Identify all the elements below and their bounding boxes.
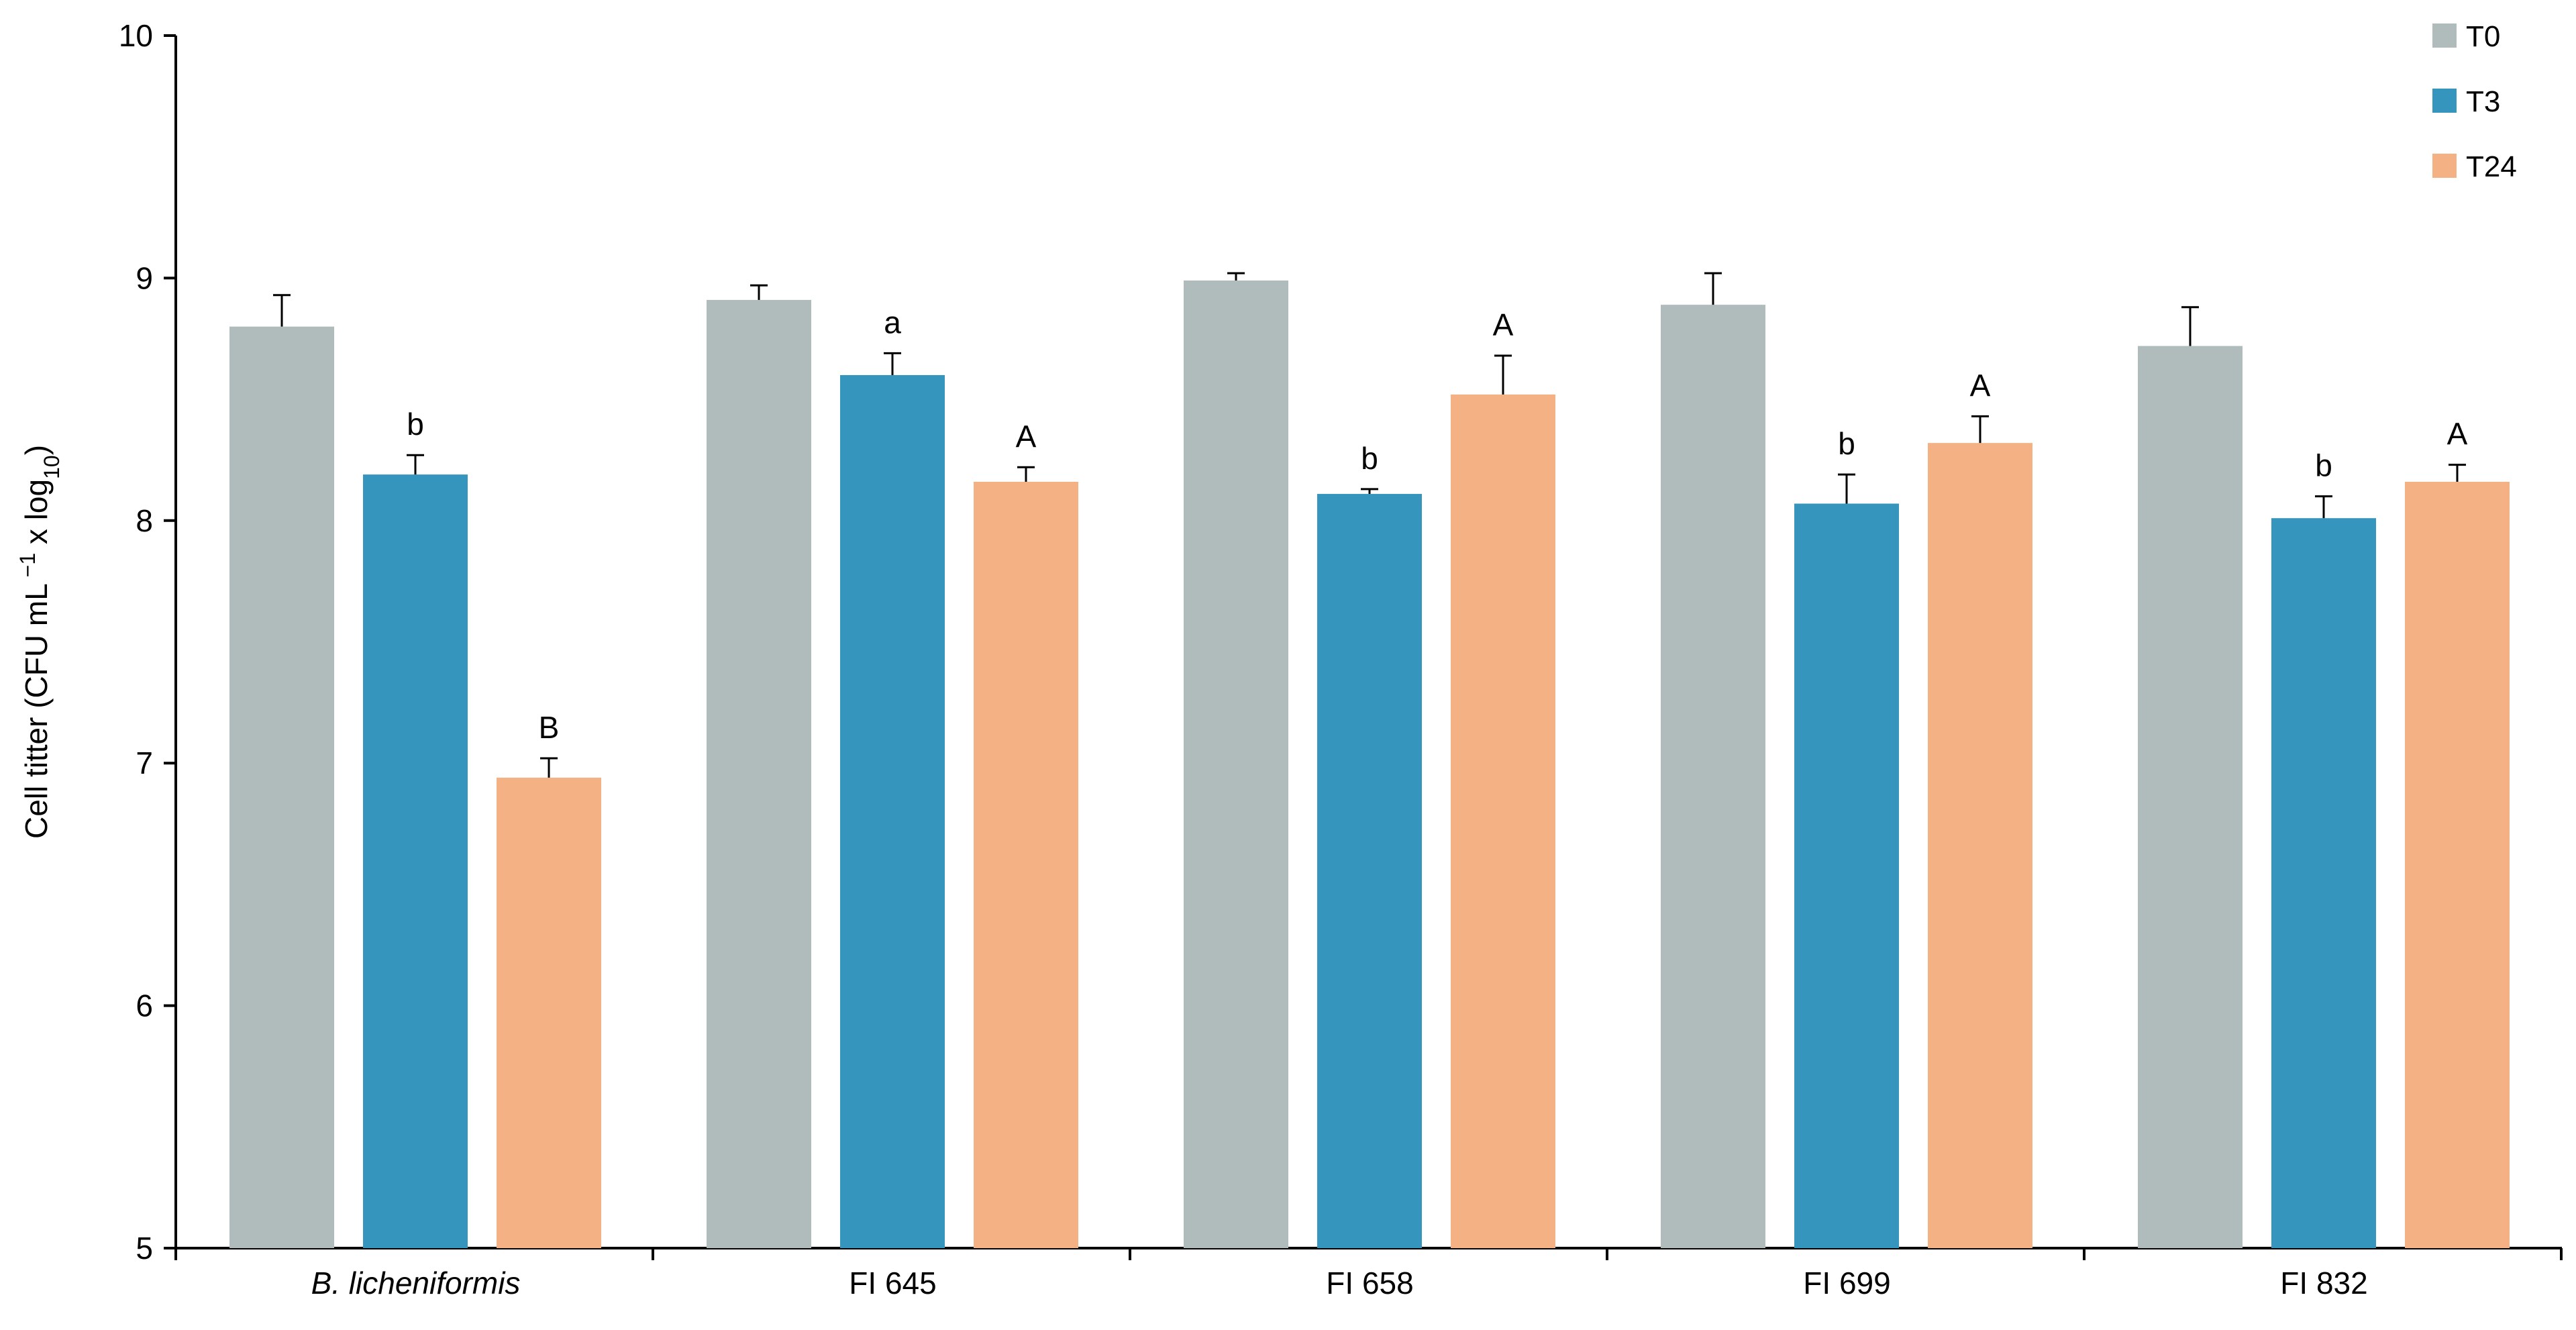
bar-t24 xyxy=(497,777,601,1248)
bar-t3 xyxy=(2271,518,2376,1248)
x-category-label: FI 832 xyxy=(2280,1266,2367,1300)
y-tick-label: 10 xyxy=(119,18,153,53)
y-tick-label: 8 xyxy=(136,503,153,538)
bar-t0 xyxy=(1184,280,1288,1248)
significance-label: A xyxy=(1016,419,1037,454)
legend-label-t0: T0 xyxy=(2466,20,2500,53)
bar-t24 xyxy=(1928,443,2032,1248)
y-axis-label-group: Cell titter (CFU mL −1 x log10) xyxy=(15,445,64,839)
significance-label: b xyxy=(407,407,424,442)
legend-label-t24: T24 xyxy=(2466,150,2517,183)
y-tick-label: 9 xyxy=(136,260,153,295)
y-axis-label-text: ) xyxy=(19,445,54,455)
legend-swatch-t0 xyxy=(2432,23,2457,48)
x-category-label: FI 658 xyxy=(1326,1266,1413,1300)
legend: T0 T3 T24 xyxy=(2432,20,2517,183)
x-category-label: FI 645 xyxy=(849,1266,936,1300)
bar-t24 xyxy=(974,481,1078,1248)
category-labels: B. licheniformis FI 645 FI 658 FI 699 FI 832 xyxy=(311,1266,2368,1300)
y-axis-label: Cell titter (CFU mL −1 x log10) xyxy=(15,445,64,839)
legend-label-t3: T3 xyxy=(2466,85,2500,118)
significance-label: B xyxy=(539,710,560,745)
x-category-label: FI 699 xyxy=(1803,1266,1890,1300)
bar-t3 xyxy=(363,474,468,1248)
significance-label: b xyxy=(2315,448,2332,483)
significance-labels: b Ba Ab Ab Ab A xyxy=(407,305,2467,745)
y-axis-label-superscript: −1 xyxy=(15,553,40,583)
bar-t0 xyxy=(707,299,811,1248)
bar-t3 xyxy=(1317,494,1422,1248)
bar-t0 xyxy=(2138,346,2243,1248)
y-tick-label: 7 xyxy=(136,746,153,780)
y-axis-label-subscript: 10 xyxy=(40,455,64,479)
bar-t24 xyxy=(1451,394,1555,1248)
bar-t3 xyxy=(840,374,945,1249)
bar-t0 xyxy=(1661,305,1765,1248)
significance-label: A xyxy=(2447,417,2468,452)
significance-label: b xyxy=(1838,426,1855,461)
significance-label: A xyxy=(1493,307,1514,342)
bar-t24 xyxy=(2405,481,2510,1248)
x-category-label: B. licheniformis xyxy=(311,1266,521,1300)
legend-swatch-t3 xyxy=(2432,89,2457,113)
y-tick-label: 5 xyxy=(136,1231,153,1266)
error-bars xyxy=(273,272,2466,778)
significance-label: a xyxy=(884,305,901,340)
bar-t0 xyxy=(229,326,334,1249)
y-axis-label-text: x log xyxy=(19,479,54,553)
bars xyxy=(229,280,2510,1249)
significance-label: b xyxy=(1361,441,1378,476)
y-tick-label: 6 xyxy=(136,988,153,1023)
legend-swatch-t24 xyxy=(2432,154,2457,178)
bar-t3 xyxy=(1794,503,1899,1249)
y-axis-label-text: Cell titter (CFU mL xyxy=(19,583,54,839)
significance-label: A xyxy=(1970,368,1991,403)
